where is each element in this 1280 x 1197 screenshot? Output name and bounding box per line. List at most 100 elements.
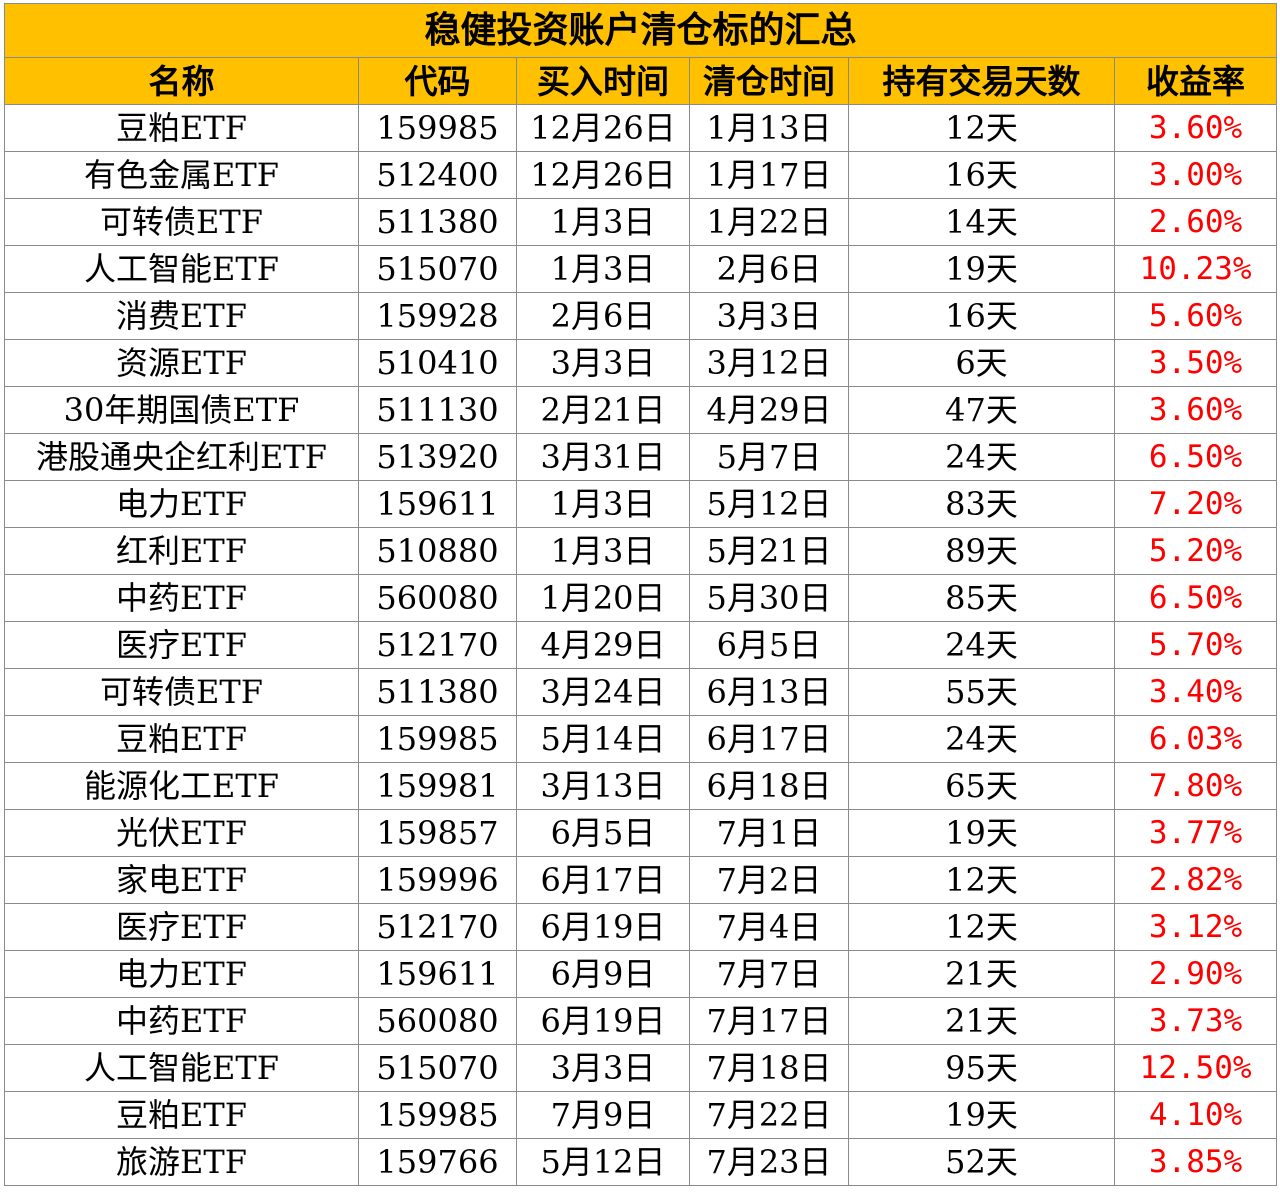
cell-holding-days: 89天 xyxy=(848,527,1115,575)
cell-code: 159985 xyxy=(358,104,517,152)
cell-holding-days: 85天 xyxy=(848,574,1115,622)
cell-buy-date: 6月17日 xyxy=(516,856,690,904)
table-row: 人工智能ETF 515070 1月3日 2月6日 19天 10.23% xyxy=(4,245,1278,293)
cell-sell-date: 7月4日 xyxy=(689,903,849,951)
cell-return: 7.80% xyxy=(1113,762,1278,810)
cell-buy-date: 3月3日 xyxy=(516,339,690,387)
cell-buy-date: 3月13日 xyxy=(516,762,690,810)
cell-return: 12.50% xyxy=(1113,1044,1278,1092)
cell-name: 光伏ETF xyxy=(4,809,359,857)
cell-holding-days: 14天 xyxy=(848,198,1115,246)
cell-code: 511380 xyxy=(358,198,517,246)
title-row: 稳健投资账户清仓标的汇总 xyxy=(3,3,1278,58)
cell-code: 510880 xyxy=(358,527,517,575)
cell-holding-days: 83天 xyxy=(848,480,1115,528)
cell-sell-date: 5月21日 xyxy=(689,527,849,575)
header-return: 收益率 xyxy=(1113,57,1278,105)
cell-holding-days: 52天 xyxy=(848,1138,1115,1186)
cell-buy-date: 6月19日 xyxy=(516,903,690,951)
header-sell-date: 清仓时间 xyxy=(689,57,849,105)
cell-code: 159985 xyxy=(358,715,517,763)
table-row: 医疗ETF 512170 4月29日 6月5日 24天 5.70% xyxy=(4,621,1278,669)
cell-code: 513920 xyxy=(358,433,517,481)
cell-code: 512170 xyxy=(358,621,517,669)
cell-name: 医疗ETF xyxy=(4,903,359,951)
cell-code: 510410 xyxy=(358,339,517,387)
cell-name: 可转债ETF xyxy=(4,668,359,716)
table-row: 30年期国债ETF 511130 2月21日 4月29日 47天 3.60% xyxy=(4,386,1278,434)
cell-return: 3.12% xyxy=(1113,903,1278,951)
cell-code: 515070 xyxy=(358,1044,517,1092)
cell-holding-days: 21天 xyxy=(848,950,1115,998)
cell-sell-date: 3月12日 xyxy=(689,339,849,387)
cell-sell-date: 7月22日 xyxy=(689,1091,849,1139)
cell-holding-days: 12天 xyxy=(848,856,1115,904)
cell-buy-date: 2月6日 xyxy=(516,292,690,340)
cell-name: 豆粕ETF xyxy=(4,1091,359,1139)
cell-buy-date: 5月14日 xyxy=(516,715,690,763)
header-buy-date: 买入时间 xyxy=(516,57,690,105)
cell-return: 4.10% xyxy=(1113,1091,1278,1139)
cell-holding-days: 95天 xyxy=(848,1044,1115,1092)
table-row: 家电ETF 159996 6月17日 7月2日 12天 2.82% xyxy=(4,856,1278,904)
cell-buy-date: 3月3日 xyxy=(516,1044,690,1092)
cell-name: 人工智能ETF xyxy=(4,245,359,293)
table-row: 港股通央企红利ETF 513920 3月31日 5月7日 24天 6.50% xyxy=(4,433,1278,481)
cell-code: 159611 xyxy=(358,480,517,528)
table-row: 红利ETF 510880 1月3日 5月21日 89天 5.20% xyxy=(4,527,1278,575)
cell-sell-date: 1月17日 xyxy=(689,151,849,199)
cell-return: 6.03% xyxy=(1113,715,1278,763)
cell-return: 3.85% xyxy=(1113,1138,1278,1186)
cell-name: 豆粕ETF xyxy=(4,104,359,152)
cell-return: 2.90% xyxy=(1113,950,1278,998)
cell-sell-date: 5月30日 xyxy=(689,574,849,622)
cell-name: 消费ETF xyxy=(4,292,359,340)
cell-name: 豆粕ETF xyxy=(4,715,359,763)
cell-name: 能源化工ETF xyxy=(4,762,359,810)
table-row: 医疗ETF 512170 6月19日 7月4日 12天 3.12% xyxy=(4,903,1278,951)
cell-code: 159985 xyxy=(358,1091,517,1139)
cell-return: 3.50% xyxy=(1113,339,1278,387)
cell-sell-date: 7月18日 xyxy=(689,1044,849,1092)
cell-code: 515070 xyxy=(358,245,517,293)
cell-name: 30年期国债ETF xyxy=(4,386,359,434)
cell-buy-date: 12月26日 xyxy=(516,104,690,152)
cell-name: 中药ETF xyxy=(4,574,359,622)
cell-holding-days: 65天 xyxy=(848,762,1115,810)
cell-return: 10.23% xyxy=(1113,245,1278,293)
table-row: 消费ETF 159928 2月6日 3月3日 16天 5.60% xyxy=(4,292,1278,340)
cell-name: 中药ETF xyxy=(4,997,359,1045)
cell-buy-date: 6月9日 xyxy=(516,950,690,998)
cell-holding-days: 24天 xyxy=(848,433,1115,481)
cell-code: 511380 xyxy=(358,668,517,716)
cell-return: 3.00% xyxy=(1113,151,1278,199)
header-row: 名称 代码 买入时间 清仓时间 持有交易天数 收益率 xyxy=(4,57,1278,105)
cell-code: 560080 xyxy=(358,574,517,622)
cell-sell-date: 6月18日 xyxy=(689,762,849,810)
cell-code: 159766 xyxy=(358,1138,517,1186)
cell-holding-days: 16天 xyxy=(848,292,1115,340)
cell-name: 电力ETF xyxy=(4,480,359,528)
cell-holding-days: 55天 xyxy=(848,668,1115,716)
cell-sell-date: 4月29日 xyxy=(689,386,849,434)
cell-holding-days: 12天 xyxy=(848,104,1115,152)
cell-return: 6.50% xyxy=(1113,433,1278,481)
header-name: 名称 xyxy=(4,57,359,105)
cell-sell-date: 7月17日 xyxy=(689,997,849,1045)
liquidation-summary-table: 稳健投资账户清仓标的汇总 名称 代码 买入时间 清仓时间 持有交易天数 收益率 … xyxy=(3,3,1278,1186)
cell-buy-date: 7月9日 xyxy=(516,1091,690,1139)
cell-sell-date: 7月2日 xyxy=(689,856,849,904)
cell-holding-days: 47天 xyxy=(848,386,1115,434)
table-row: 人工智能ETF 515070 3月3日 7月18日 95天 12.50% xyxy=(4,1044,1278,1092)
cell-code: 159611 xyxy=(358,950,517,998)
cell-return: 3.73% xyxy=(1113,997,1278,1045)
table-row: 豆粕ETF 159985 7月9日 7月22日 19天 4.10% xyxy=(4,1091,1278,1139)
cell-buy-date: 4月29日 xyxy=(516,621,690,669)
cell-holding-days: 19天 xyxy=(848,1091,1115,1139)
header-holding-days: 持有交易天数 xyxy=(848,57,1115,105)
cell-code: 560080 xyxy=(358,997,517,1045)
cell-sell-date: 6月13日 xyxy=(689,668,849,716)
cell-sell-date: 7月23日 xyxy=(689,1138,849,1186)
cell-return: 6.50% xyxy=(1113,574,1278,622)
cell-sell-date: 6月17日 xyxy=(689,715,849,763)
